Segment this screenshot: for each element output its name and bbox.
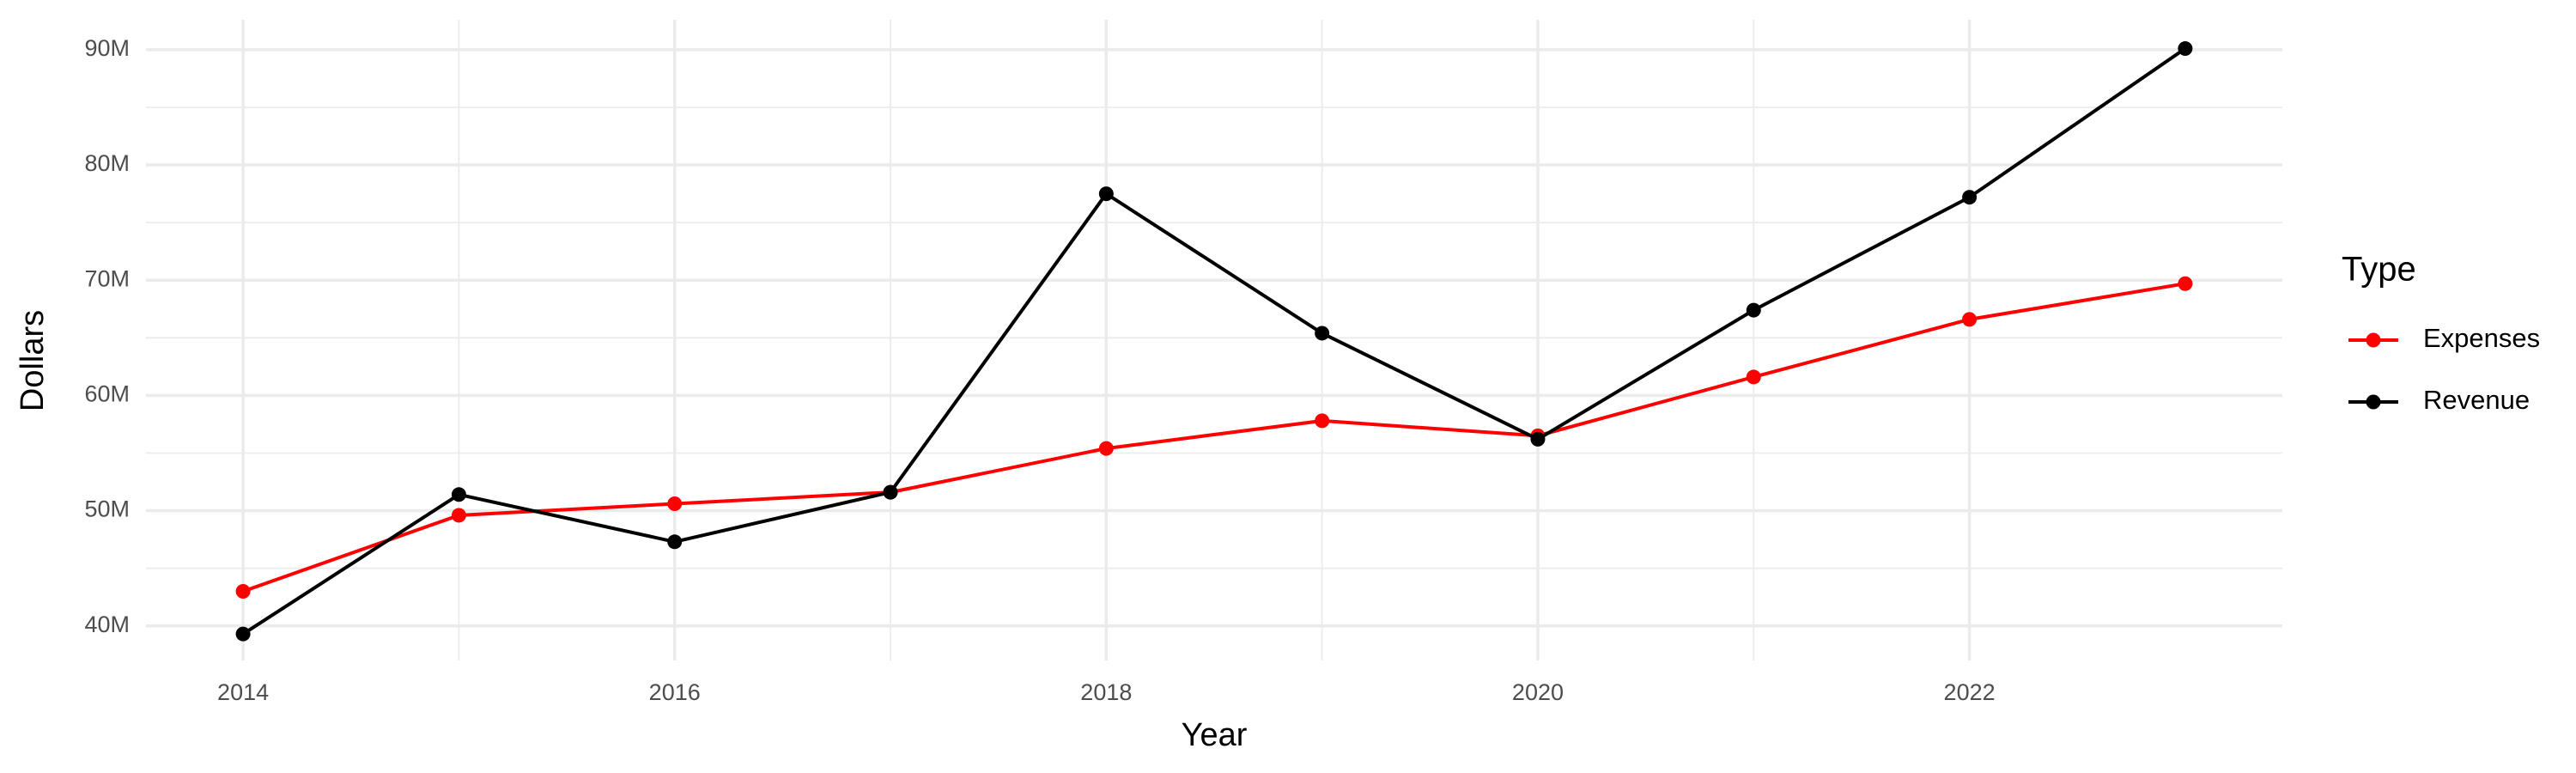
y-axis-title: Dollars (15, 310, 51, 411)
data-point (883, 484, 898, 500)
data-point (2178, 41, 2193, 57)
y-tick-label: 90M (84, 35, 130, 61)
data-point (667, 496, 683, 512)
data-point (1746, 302, 1761, 318)
data-point (1746, 369, 1761, 385)
series-line (242, 46, 2187, 636)
data-point (235, 626, 251, 642)
data-point (1098, 441, 1114, 456)
y-tick-label: 70M (84, 265, 130, 291)
legend-label: Expenses (2423, 323, 2540, 353)
data-point (1315, 326, 1330, 341)
x-tick-label: 2014 (217, 679, 269, 705)
grid (146, 20, 2282, 660)
y-tick-label: 50M (84, 496, 130, 522)
legend-marker (2366, 332, 2381, 348)
legend-label: Revenue (2423, 385, 2530, 415)
legend-marker (2366, 394, 2381, 410)
x-tick-label: 2018 (1080, 679, 1132, 705)
x-axis-title: Year (1182, 717, 1248, 753)
y-tick-label: 80M (84, 150, 130, 176)
data-point (235, 583, 251, 599)
y-tick-label: 40M (84, 612, 130, 637)
x-tick-label: 2020 (1512, 679, 1564, 705)
series-line (242, 282, 2186, 593)
data-point (2178, 276, 2193, 291)
plot-area (235, 41, 2193, 642)
y-tick-label: 60M (84, 381, 130, 407)
data-point (451, 487, 466, 502)
x-tick-label: 2022 (1944, 679, 1996, 705)
data-point (1962, 190, 1978, 205)
data-point (451, 508, 466, 523)
data-point (1530, 431, 1546, 447)
legend-title: Type (2342, 251, 2416, 289)
data-point (667, 534, 683, 550)
x-tick-label: 2016 (649, 679, 701, 705)
data-point (1098, 186, 1114, 202)
data-point (1962, 312, 1978, 327)
data-point (1315, 413, 1330, 429)
